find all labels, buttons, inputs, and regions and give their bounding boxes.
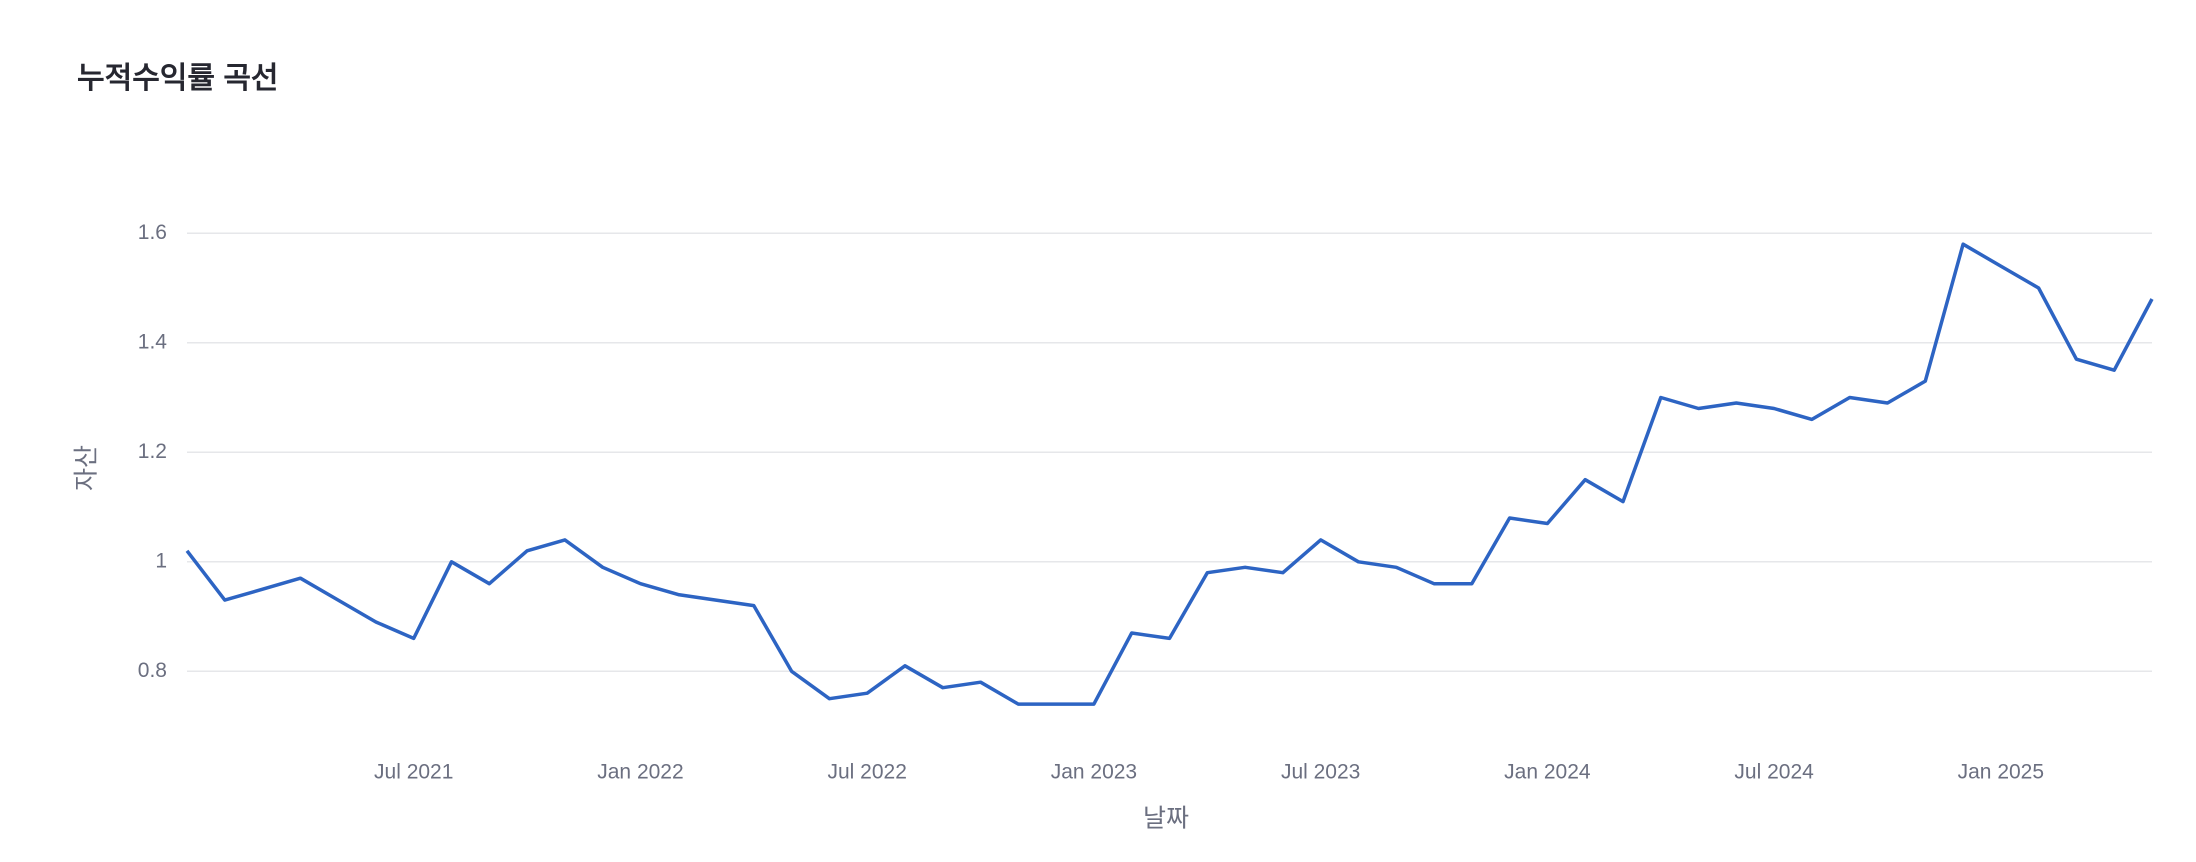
y-axis-title: 자산 [73,445,101,491]
x-tick-label: Jul 2024 [1734,761,1814,784]
x-axis-title: 날짜 [1143,805,1189,833]
y-tick-label: 1.6 [138,221,167,244]
x-tick-label: Jan 2023 [1051,761,1137,784]
y-tick-label: 1.2 [138,440,167,463]
x-tick-label: Jan 2024 [1504,761,1591,784]
y-tick-label: 1.4 [138,330,168,353]
x-tick-label: Jan 2025 [1958,761,2044,784]
y-tick-label: 0.8 [138,659,167,682]
x-tick-label: Jul 2023 [1281,761,1360,784]
chart-title: 누적수익률 곡선 [77,62,279,95]
x-tick-label: Jul 2022 [827,761,906,784]
x-tick-label: Jul 2021 [374,761,453,784]
data-line [185,242,2154,706]
y-tick-label: 1 [155,549,167,572]
x-tick-label: Jan 2022 [597,761,683,784]
